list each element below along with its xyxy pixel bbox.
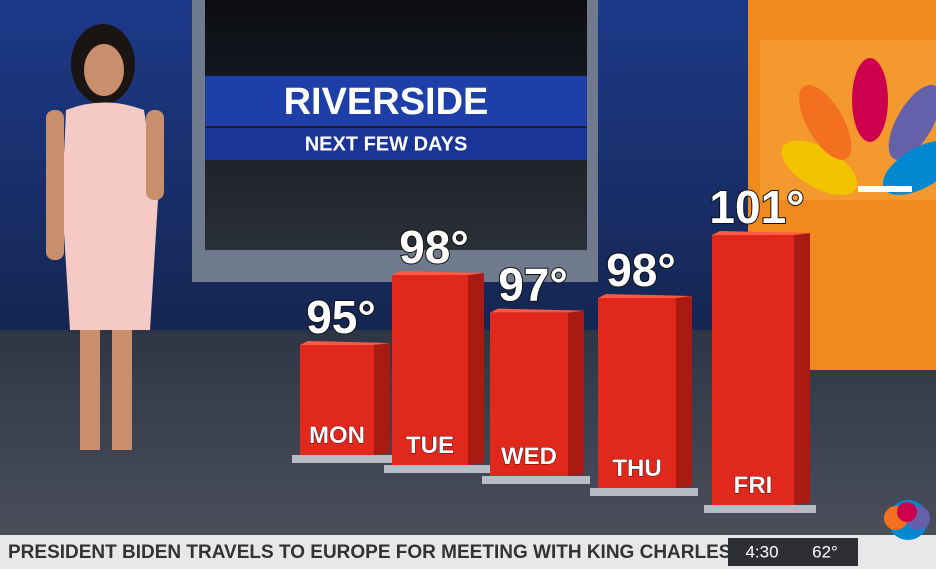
x-tick-label: FRI: [734, 472, 773, 499]
presenter: [46, 24, 164, 450]
chart-title: RIVERSIDE: [284, 81, 489, 123]
peacock-logo: [781, 58, 936, 195]
bar: [300, 345, 374, 455]
value-label: 98°: [606, 244, 676, 296]
value-label: 98°: [399, 221, 469, 273]
x-tick-label: TUE: [406, 432, 454, 459]
bar-top: [598, 294, 692, 298]
x-tick-label: THU: [612, 455, 661, 482]
value-label: 97°: [498, 259, 568, 311]
corner-logo: [884, 500, 930, 540]
bar-base: [482, 476, 590, 484]
bar-side: [676, 296, 692, 488]
bar-side: [794, 233, 810, 505]
bar-top: [392, 271, 484, 275]
bar-base: [384, 465, 490, 473]
bar-base: [704, 505, 816, 513]
bar-top: [300, 341, 390, 345]
value-label: 95°: [306, 291, 376, 343]
bar-base: [292, 455, 396, 463]
bar: [490, 312, 568, 476]
chart-subtitle: NEXT FEW DAYS: [305, 133, 468, 155]
bar: [392, 275, 468, 465]
title-banner: [205, 76, 587, 126]
subtitle-banner: [205, 128, 587, 160]
ticker-time: 4:30: [745, 542, 778, 561]
bar-side: [568, 310, 584, 476]
bar-top: [490, 308, 584, 313]
bar-top: [712, 231, 810, 235]
bar: [598, 298, 676, 488]
x-tick-label: MON: [309, 422, 365, 449]
bar-base: [590, 488, 698, 496]
bar-side: [468, 273, 484, 465]
bar-group: 95° MON 98° TUE 97° WED 98° THU 101° FRI: [292, 180, 816, 513]
bar-side: [374, 343, 390, 455]
ticker-temperature: 62°: [812, 542, 838, 561]
x-tick-label: WED: [501, 443, 557, 470]
clock-box: [728, 538, 858, 566]
bar: [712, 235, 794, 505]
value-label: 101°: [709, 181, 804, 233]
ticker-headline: PRESIDENT BIDEN TRAVELS TO EUROPE FOR ME…: [8, 542, 811, 563]
